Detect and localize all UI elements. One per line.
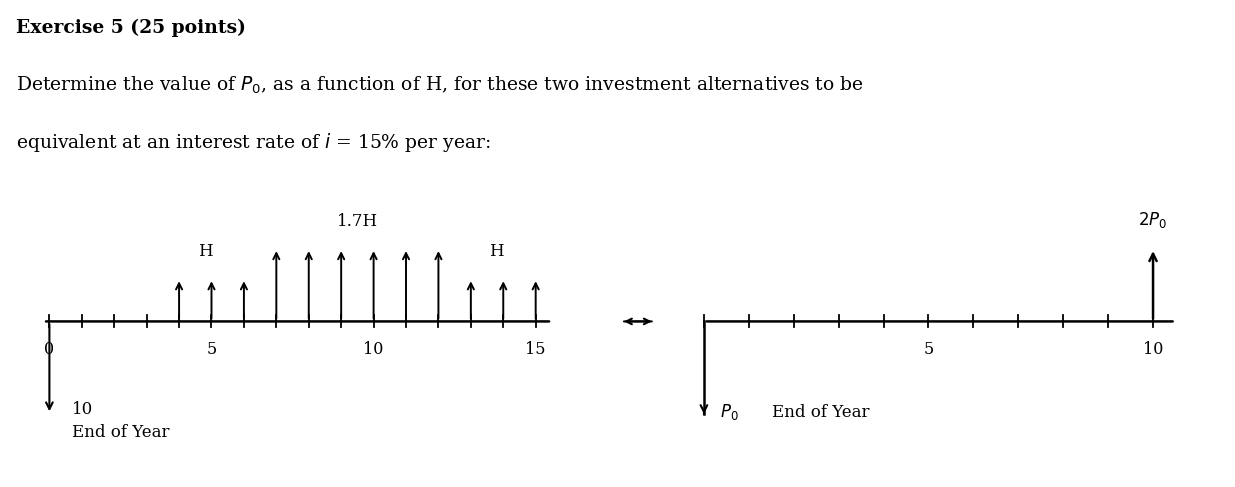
Text: 10: 10	[72, 401, 93, 418]
Text: 15: 15	[525, 341, 546, 358]
Text: 10: 10	[1142, 341, 1163, 358]
Text: equivalent at an interest rate of $i$ = 15% per year:: equivalent at an interest rate of $i$ = …	[16, 131, 492, 154]
Text: H: H	[489, 243, 504, 260]
Text: Determine the value of $P_0$, as a function of H, for these two investment alter: Determine the value of $P_0$, as a funct…	[16, 75, 863, 96]
Text: 5: 5	[924, 341, 934, 358]
Text: End of Year: End of Year	[72, 424, 169, 441]
Text: $2P_0$: $2P_0$	[1139, 210, 1167, 230]
Text: End of Year: End of Year	[772, 404, 869, 421]
Text: 5: 5	[206, 341, 216, 358]
Text: Exercise 5 (25 points): Exercise 5 (25 points)	[16, 19, 246, 37]
Text: H: H	[198, 243, 212, 260]
Text: 1.7H: 1.7H	[337, 213, 378, 230]
Text: 10: 10	[363, 341, 384, 358]
Text: 0: 0	[44, 341, 54, 358]
Text: $P_0$: $P_0$	[720, 402, 739, 423]
